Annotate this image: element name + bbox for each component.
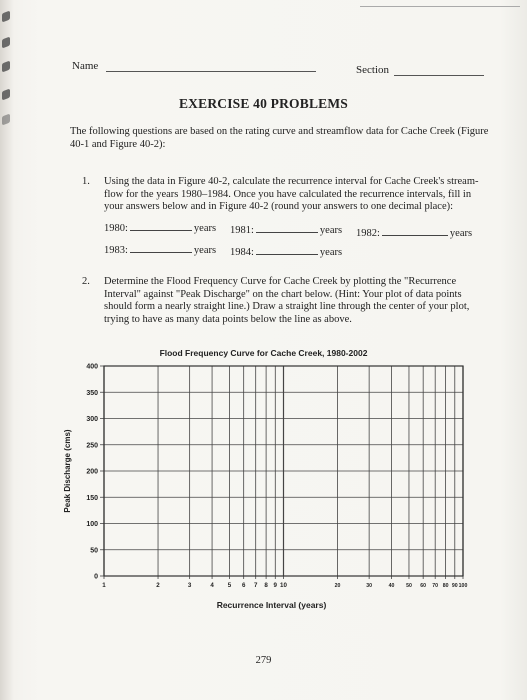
x-tick-label: 70 bbox=[432, 583, 438, 589]
page-edge-line bbox=[360, 6, 520, 7]
answer-unit: years bbox=[449, 228, 473, 239]
answer-unit: years bbox=[319, 247, 343, 258]
chart-ticks: 1 2 3 4 5 6 7 8 9 10 20 30 40 50 60 70 80 90 1000501001502… bbox=[86, 364, 467, 590]
plot-area[interactable] bbox=[103, 365, 464, 577]
name-field[interactable] bbox=[106, 71, 316, 72]
answer-year-label: 1984: bbox=[230, 247, 254, 258]
answer-1984: 1984: years bbox=[230, 247, 342, 258]
answer-year-label: 1981: bbox=[230, 225, 254, 236]
x-tick-label: 4 bbox=[210, 582, 214, 589]
answer-1981: 1981: years bbox=[230, 225, 342, 236]
answer-1984-blank[interactable] bbox=[255, 254, 318, 255]
y-tick-label: 300 bbox=[86, 416, 98, 423]
y-tick-label: 350 bbox=[86, 390, 98, 397]
x-tick-label: 40 bbox=[389, 583, 395, 589]
answer-1980: 1980: years bbox=[104, 223, 216, 234]
x-tick-label: 10 bbox=[280, 582, 287, 589]
y-tick-label: 50 bbox=[90, 547, 98, 554]
y-tick-label: 100 bbox=[86, 521, 98, 528]
x-tick-label: 8 bbox=[264, 582, 268, 589]
x-tick-label: 90 bbox=[452, 583, 458, 589]
x-tick-label: 80 bbox=[443, 583, 449, 589]
answer-1981-blank[interactable] bbox=[255, 232, 318, 233]
answer-1982-blank[interactable] bbox=[381, 235, 448, 236]
chart-grid bbox=[103, 365, 464, 577]
answer-1980-blank[interactable] bbox=[129, 230, 192, 231]
x-tick-label: 50 bbox=[406, 583, 412, 589]
answer-year-label: 1980: bbox=[104, 223, 128, 234]
answer-unit: years bbox=[193, 245, 217, 256]
x-tick-label: 3 bbox=[188, 582, 192, 589]
y-tick-label: 400 bbox=[86, 364, 98, 371]
y-tick-label: 0 bbox=[94, 574, 98, 581]
y-tick-label: 200 bbox=[86, 469, 98, 476]
x-tick-label: 2 bbox=[156, 582, 160, 589]
x-tick-label: 7 bbox=[254, 582, 258, 589]
y-tick-label: 250 bbox=[86, 442, 98, 449]
intro-text: The following questions are based on the… bbox=[70, 126, 489, 150]
x-axis-label: Recurrence Interval (years) bbox=[217, 600, 327, 610]
chart-title: Flood Frequency Curve for Cache Creek, 1… bbox=[159, 348, 368, 358]
x-tick-label: 20 bbox=[335, 583, 341, 589]
x-tick-label: 6 bbox=[242, 582, 246, 589]
y-axis-label: Peak Discharge (cms) bbox=[63, 429, 72, 512]
x-tick-label: 60 bbox=[420, 583, 426, 589]
x-tick-label: 9 bbox=[274, 582, 278, 589]
answer-1982: 1982: years bbox=[356, 228, 472, 239]
y-tick-label: 150 bbox=[86, 495, 98, 502]
question-2-text: Determine the Flood Frequency Curve for … bbox=[104, 276, 470, 325]
name-label: Name bbox=[72, 60, 99, 72]
answer-1983-blank[interactable] bbox=[129, 252, 192, 253]
question-2-number: 2. bbox=[82, 276, 90, 287]
page-number: 279 bbox=[255, 655, 272, 666]
x-tick-label: 100 bbox=[459, 583, 468, 589]
section-label: Section bbox=[356, 64, 389, 76]
page-title: EXERCISE 40 PROBLEMS bbox=[178, 96, 349, 111]
section-field[interactable] bbox=[394, 75, 484, 76]
question-1-number: 1. bbox=[82, 176, 90, 187]
answer-year-label: 1983: bbox=[104, 245, 128, 256]
answer-unit: years bbox=[193, 223, 217, 234]
question-1-text: Using the data in Figure 40-2, calculate… bbox=[104, 176, 479, 212]
answer-1983: 1983: years bbox=[104, 245, 216, 256]
x-tick-label: 5 bbox=[228, 582, 232, 589]
answer-year-label: 1982: bbox=[356, 228, 380, 239]
answer-unit: years bbox=[319, 225, 343, 236]
x-tick-label: 1 bbox=[102, 582, 106, 589]
x-tick-label: 30 bbox=[366, 583, 372, 589]
